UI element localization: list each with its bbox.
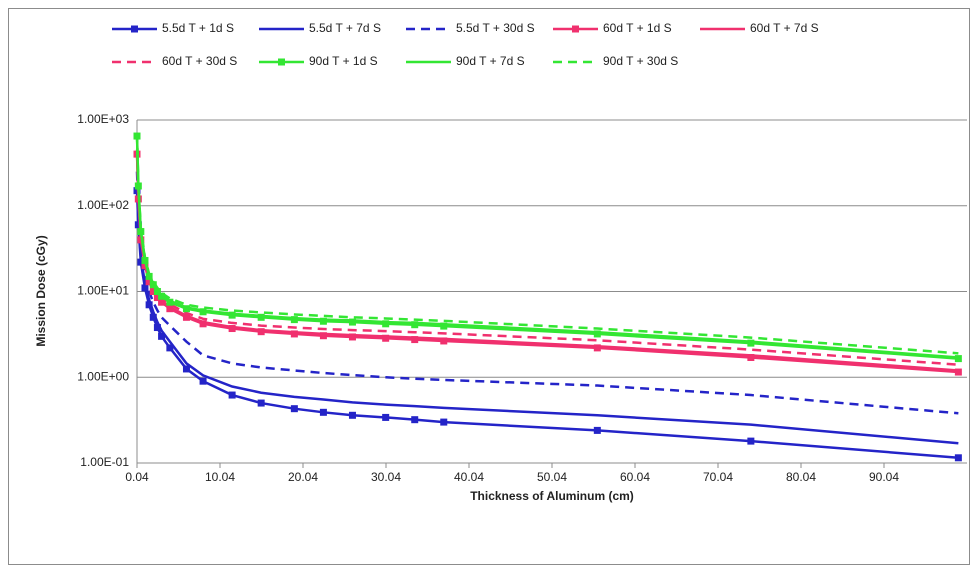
legend-label: 60d T + 30d S xyxy=(162,54,237,68)
point-marker xyxy=(593,330,601,338)
point-marker xyxy=(593,426,601,434)
point-marker xyxy=(199,320,207,328)
point-marker xyxy=(182,313,190,321)
point-marker xyxy=(440,337,448,345)
y-tick-label: 1.00E+02 xyxy=(77,198,129,212)
point-marker xyxy=(145,301,153,309)
point-marker xyxy=(319,332,327,340)
y-tick-label: 1.00E+00 xyxy=(77,369,129,383)
point-marker xyxy=(440,322,448,330)
point-marker xyxy=(593,344,601,352)
point-marker xyxy=(257,313,265,321)
point-marker xyxy=(954,355,962,363)
point-marker xyxy=(228,325,236,333)
legend-label: 5.5d T + 30d S xyxy=(456,21,535,35)
series-line xyxy=(135,134,959,359)
point-marker xyxy=(228,311,236,319)
y-axis-title: Mission Dose (cGy) xyxy=(34,235,48,346)
legend-label: 60d T + 1d S xyxy=(603,21,672,35)
legend-marker xyxy=(278,58,285,66)
legend-label: 5.5d T + 7d S xyxy=(309,21,381,35)
y-tick-label: 1.00E+01 xyxy=(77,284,129,298)
x-tick-label: 30.04 xyxy=(371,470,401,484)
legend-marker xyxy=(131,25,138,33)
point-marker xyxy=(440,418,448,426)
legend-label: 90d T + 1d S xyxy=(309,54,378,68)
point-marker xyxy=(348,411,356,419)
series-line xyxy=(135,183,959,445)
point-marker xyxy=(228,391,236,399)
point-marker xyxy=(411,416,419,424)
x-tick-label: 80.04 xyxy=(786,470,816,484)
point-marker xyxy=(411,336,419,344)
y-tick-label: 1.00E-01 xyxy=(80,455,129,469)
point-marker xyxy=(153,294,161,302)
point-marker xyxy=(166,344,174,352)
point-marker xyxy=(290,405,298,413)
point-marker xyxy=(348,318,356,326)
point-marker xyxy=(954,368,962,376)
point-marker xyxy=(290,330,298,338)
point-marker xyxy=(747,437,755,445)
y-tick-label: 1.00E+03 xyxy=(77,112,129,126)
point-marker xyxy=(199,377,207,385)
point-marker xyxy=(954,454,962,462)
legend-label: 90d T + 30d S xyxy=(603,54,678,68)
x-tick-label: 10.04 xyxy=(205,470,235,484)
point-marker xyxy=(257,399,265,407)
point-marker xyxy=(199,308,207,316)
point-marker xyxy=(290,316,298,324)
point-marker xyxy=(166,298,174,306)
x-tick-label: 50.04 xyxy=(537,470,567,484)
point-marker xyxy=(153,324,161,332)
x-tick-label: 20.04 xyxy=(288,470,318,484)
legend-label: 90d T + 7d S xyxy=(456,54,525,68)
point-marker xyxy=(149,313,157,321)
point-marker xyxy=(166,305,174,313)
series-line xyxy=(135,133,959,355)
x-tick-label: 40.04 xyxy=(454,470,484,484)
legend-label: 5.5d T + 1d S xyxy=(162,21,234,35)
point-marker xyxy=(319,408,327,416)
point-marker xyxy=(382,334,390,342)
chart-frame xyxy=(8,8,970,565)
point-marker xyxy=(747,339,755,347)
point-marker xyxy=(348,333,356,341)
point-marker xyxy=(257,328,265,336)
point-marker xyxy=(382,320,390,328)
point-marker xyxy=(182,365,190,373)
legend-marker xyxy=(572,25,579,33)
x-tick-label: 0.04 xyxy=(125,470,149,484)
point-marker xyxy=(319,317,327,325)
x-axis-title: Thickness of Aluminum (cm) xyxy=(470,489,634,503)
x-tick-label: 60.04 xyxy=(620,470,650,484)
x-tick-label: 90.04 xyxy=(869,470,899,484)
point-marker xyxy=(747,353,755,361)
legend-label: 60d T + 7d S xyxy=(750,21,819,35)
point-marker xyxy=(411,321,419,329)
point-marker xyxy=(158,332,166,340)
x-tick-label: 70.04 xyxy=(703,470,733,484)
point-marker xyxy=(382,413,390,421)
